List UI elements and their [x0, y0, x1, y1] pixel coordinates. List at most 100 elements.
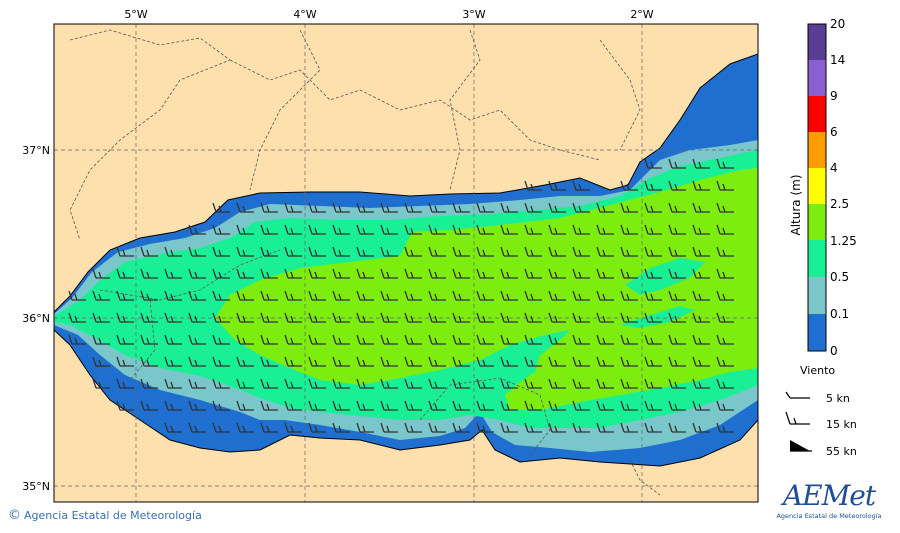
wind-barb: [692, 400, 710, 411]
wind-barb: [356, 334, 374, 345]
wind-barb: [572, 356, 590, 367]
wind-barb: [692, 290, 710, 301]
wind-barb: [236, 312, 254, 323]
wind-barb: [476, 312, 494, 323]
wind-barb: [620, 224, 638, 235]
wind-barb: [140, 356, 158, 367]
wind-barb: [692, 356, 710, 367]
wind-barb: [188, 312, 206, 323]
wind-barb: [284, 334, 302, 345]
wind-barb: [260, 334, 278, 345]
colorbar-title: Altura (m): [789, 174, 803, 235]
wind-barb: [620, 378, 638, 389]
wind-barb: [500, 334, 518, 345]
wind-barb: [716, 334, 734, 345]
wind-barb: [164, 312, 182, 323]
wind-barb: [332, 378, 350, 389]
wind-barb: [428, 422, 446, 433]
wind-barb: [404, 202, 422, 213]
wind-barb: [356, 312, 374, 323]
wind-barb: [332, 224, 350, 235]
wind-barb: [452, 334, 470, 345]
wind-barb: [380, 334, 398, 345]
wind-barb: [716, 422, 734, 433]
wind-barb: [620, 180, 638, 191]
wind-barb: [212, 268, 230, 279]
wind-barb: [692, 334, 710, 345]
wind-barb: [500, 224, 518, 235]
wind-barb: [428, 246, 446, 257]
wind-barb: [548, 202, 566, 213]
wind-barb: [308, 312, 326, 323]
colorbar-segment: [808, 24, 826, 60]
wind-barb: [308, 378, 326, 389]
wind-barb: [188, 400, 206, 411]
wind-barb: [188, 268, 206, 279]
wind-barb: [548, 400, 566, 411]
wind-barb: [332, 356, 350, 367]
wind-barb: [236, 334, 254, 345]
wind-barb: [524, 356, 542, 367]
wind-barb: [548, 224, 566, 235]
wind-barb: [260, 312, 278, 323]
wind-barb: [260, 268, 278, 279]
wind-barb: [596, 356, 614, 367]
wind-barb: [644, 158, 662, 169]
wind-barb: [116, 246, 134, 257]
wind-barb: [404, 378, 422, 389]
wind-barb: [308, 224, 326, 235]
wind-barb: [284, 356, 302, 367]
wind-barb: [116, 268, 134, 279]
copyright-symbol: ©: [8, 508, 21, 523]
wind-legend-label: 15 kn: [826, 418, 857, 431]
wind-barb: [692, 180, 710, 191]
wind-barb: [284, 290, 302, 301]
wind-barb: [668, 400, 686, 411]
wind-barb: [140, 334, 158, 345]
wind-barb: [284, 246, 302, 257]
wind-barb: [572, 246, 590, 257]
wind-barb: [356, 290, 374, 301]
colorbar-tick: 2.5: [830, 197, 849, 211]
wind-barb: [140, 312, 158, 323]
colorbar-segment: [808, 168, 826, 204]
wind-barb: [356, 246, 374, 257]
wind-barb: [476, 422, 494, 433]
wind-barb: [308, 400, 326, 411]
wind-barb: [116, 378, 134, 389]
wind-barb: [644, 290, 662, 301]
wind-barb: [476, 224, 494, 235]
wind-barb: [644, 202, 662, 213]
wind-barb: [596, 290, 614, 301]
wind-barb: [644, 400, 662, 411]
wind-barb: [356, 202, 374, 213]
wind-barb: [548, 334, 566, 345]
wind-barb: [380, 290, 398, 301]
wind-barb: [548, 268, 566, 279]
wind-barb: [116, 400, 134, 411]
wind-barb: [116, 356, 134, 367]
wind-barb: [668, 334, 686, 345]
wind-barb: [212, 378, 230, 389]
wind-barb: [428, 378, 446, 389]
wind-barb: [500, 312, 518, 323]
lon-label: 5°W: [124, 8, 147, 21]
wind-barb: [572, 290, 590, 301]
wind-barb: [692, 246, 710, 257]
wind-barb: [116, 334, 134, 345]
wind-barb: [140, 378, 158, 389]
wind-barb: [260, 246, 278, 257]
wind-barb: [500, 422, 518, 433]
lon-label: 2°W: [630, 8, 653, 21]
wind-barb: [452, 268, 470, 279]
wind-barb: [452, 422, 470, 433]
wind-barb: [476, 268, 494, 279]
wind-barb: [524, 378, 542, 389]
wind-barb: [596, 334, 614, 345]
wind-legend: Viento 5 kn 15 kn 55 kn: [785, 364, 857, 458]
wind-barb: [668, 268, 686, 279]
wind-barb: [380, 246, 398, 257]
wind-barb: [644, 224, 662, 235]
wind-barb: [476, 290, 494, 301]
wind-barb: [404, 246, 422, 257]
